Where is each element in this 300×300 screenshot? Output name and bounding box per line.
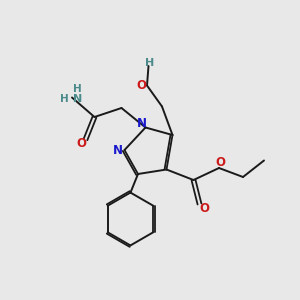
- Text: H: H: [146, 58, 154, 68]
- Text: H: H: [73, 84, 82, 94]
- Text: O: O: [136, 79, 147, 92]
- Text: O: O: [199, 202, 209, 215]
- Text: O: O: [215, 156, 226, 169]
- Text: N: N: [113, 143, 123, 157]
- Text: N: N: [73, 94, 82, 104]
- Text: H: H: [60, 94, 69, 104]
- Text: O: O: [76, 136, 86, 150]
- Text: N: N: [137, 117, 147, 130]
